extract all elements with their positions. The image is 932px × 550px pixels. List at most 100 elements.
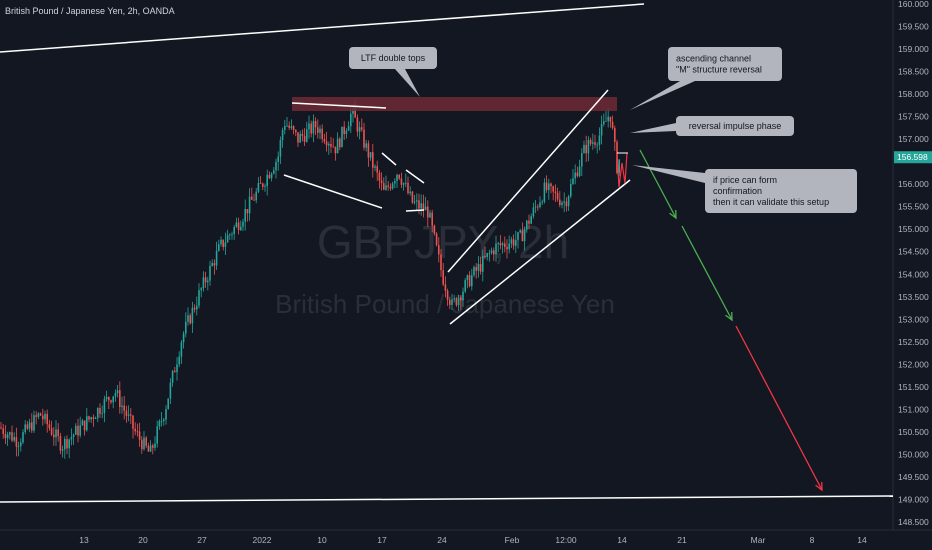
- candle-body: [2, 428, 4, 434]
- candle-body: [101, 412, 103, 414]
- price-scale[interactable]: [893, 0, 932, 550]
- candle-body: [138, 431, 141, 440]
- candle-body: [237, 222, 240, 230]
- y-tick-label: 155.500: [898, 202, 929, 212]
- candle-body: [0, 427, 2, 429]
- candle-body: [83, 420, 86, 431]
- candle-body: [33, 415, 35, 431]
- callout-pointer: [630, 81, 695, 110]
- callout-label: if price can form: [713, 175, 777, 185]
- candle-body: [585, 144, 587, 154]
- candle-body: [530, 216, 532, 224]
- candle-body: [156, 426, 158, 444]
- candle-body: [39, 413, 42, 416]
- candle-body: [136, 431, 139, 433]
- candle-body: [196, 305, 198, 310]
- candle-body: [484, 255, 486, 258]
- lower-trendline: [0, 495, 894, 503]
- candle-body: [290, 126, 293, 128]
- wedge-lower-line: [283, 174, 383, 209]
- candle-body: [6, 434, 9, 439]
- candle-body: [526, 220, 528, 230]
- candle-body: [330, 144, 332, 147]
- candle-body: [15, 437, 18, 447]
- candle-body: [233, 226, 235, 235]
- candle-body: [72, 434, 75, 438]
- candle-body: [446, 290, 449, 300]
- candle-body: [609, 116, 612, 122]
- callout-label: ascending channel: [676, 54, 751, 64]
- candle-body: [592, 142, 594, 144]
- candle-body: [497, 243, 499, 244]
- y-tick-label: 160.000: [898, 0, 929, 9]
- candle-body: [367, 143, 370, 158]
- callout-label: reversal impulse phase: [689, 121, 782, 131]
- candle-body: [299, 133, 301, 143]
- candle-body: [273, 170, 275, 174]
- candle-body: [213, 263, 216, 266]
- x-tick-label: 27: [197, 535, 207, 545]
- candle-body: [229, 234, 231, 236]
- candle-body: [44, 413, 46, 420]
- candle-body: [438, 245, 440, 255]
- candle-body: [574, 172, 576, 179]
- candle-body: [42, 415, 44, 420]
- candle-body: [200, 288, 202, 291]
- x-tick-label: 21: [677, 535, 687, 545]
- candle-body: [37, 413, 40, 417]
- candle-body: [468, 275, 471, 287]
- candle-body: [211, 263, 213, 266]
- candle-body: [312, 121, 315, 134]
- candle-body: [9, 432, 11, 435]
- callout-label: LTF double tops: [361, 53, 426, 63]
- candle-body: [259, 182, 262, 184]
- candle-body: [387, 185, 389, 187]
- candle-body: [123, 405, 125, 411]
- candle-body: [99, 408, 101, 414]
- candle-body: [488, 253, 491, 254]
- candle-body: [343, 126, 345, 134]
- candle-body: [411, 191, 414, 203]
- candle-body: [57, 429, 59, 437]
- x-tick-label: 14: [857, 535, 867, 545]
- candle-body: [466, 275, 469, 281]
- candle-body: [607, 116, 609, 121]
- candle-body: [17, 446, 20, 447]
- y-tick-label: 148.500: [898, 517, 929, 527]
- candle-body: [508, 243, 510, 250]
- y-tick-label: 149.000: [898, 494, 929, 504]
- candle-body: [248, 196, 251, 214]
- y-tick-label: 151.500: [898, 382, 929, 392]
- candle-body: [482, 255, 484, 272]
- candle-body: [187, 315, 189, 322]
- candles-layer: [0, 100, 620, 459]
- candle-body: [545, 182, 548, 191]
- candle-body: [189, 315, 191, 324]
- candle-body: [471, 275, 473, 287]
- candle-body: [409, 191, 411, 194]
- candle-body: [125, 410, 128, 416]
- x-tick-label: 14: [617, 535, 627, 545]
- candle-body: [578, 166, 581, 177]
- candle-body: [242, 221, 244, 227]
- candle-body: [103, 399, 106, 413]
- candle-body: [108, 397, 110, 401]
- y-tick-label: 154.500: [898, 247, 929, 257]
- candle-body: [145, 437, 147, 446]
- flag-lower-line: [405, 209, 425, 212]
- candle-body: [240, 226, 242, 230]
- candle-body: [493, 250, 495, 255]
- y-tick-label: 152.500: [898, 337, 929, 347]
- candle-body: [339, 138, 341, 148]
- y-axis: 160.000 159.500 159.000 158.500 158.000 157.5…: [894, 0, 932, 527]
- candle-body: [510, 239, 513, 244]
- candle-body: [132, 415, 134, 429]
- candle-body: [369, 152, 372, 158]
- candle-body: [169, 382, 172, 399]
- callout-pointer: [395, 69, 420, 97]
- candle-body: [523, 229, 526, 242]
- candle-body: [501, 243, 504, 246]
- candle-body: [24, 424, 26, 433]
- candle-body: [59, 436, 62, 451]
